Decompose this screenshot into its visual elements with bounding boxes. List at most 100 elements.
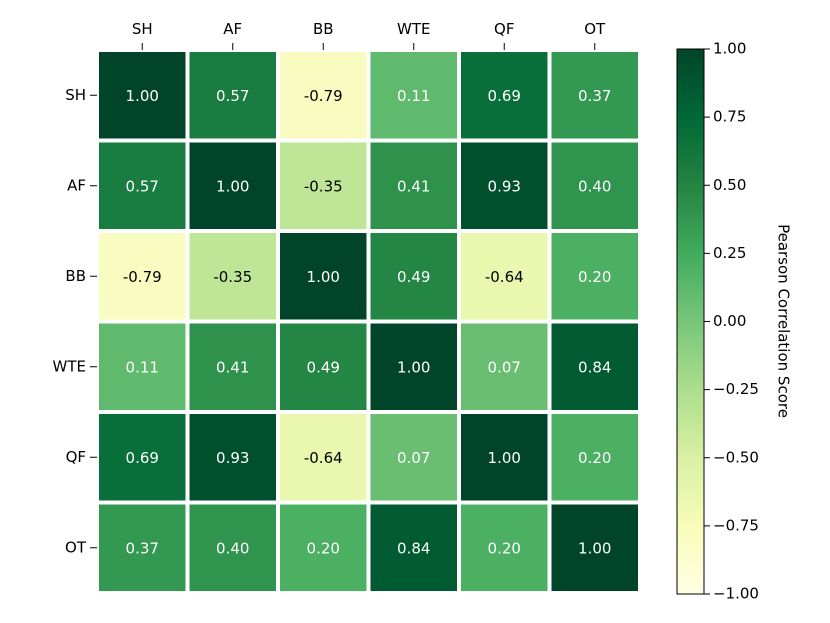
cell-value-label: 0.57 bbox=[216, 87, 249, 105]
colorbar-tick-label: −1.00 bbox=[713, 585, 759, 603]
cell-value-label: 0.07 bbox=[397, 449, 430, 467]
cell-value-label: 0.37 bbox=[578, 87, 611, 105]
heatmap-cell-ot-qf bbox=[461, 504, 548, 591]
y-tick-label: QF bbox=[66, 448, 86, 466]
heatmap-cell-bb-sh bbox=[99, 233, 186, 320]
heatmap-cell-af-wte bbox=[370, 142, 457, 229]
heatmap-cell-bb-bb bbox=[280, 233, 367, 320]
y-tick-label: AF bbox=[67, 176, 86, 194]
x-tick-label: OT bbox=[584, 20, 606, 38]
heatmap-cell-qf-wte bbox=[370, 414, 457, 501]
cell-value-label: 0.40 bbox=[578, 177, 611, 195]
cell-value-label: 1.00 bbox=[397, 358, 430, 376]
colorbar bbox=[676, 48, 705, 595]
heatmap-cell-ot-af bbox=[189, 504, 276, 591]
heatmap-cell-af-af bbox=[189, 142, 276, 229]
heatmap-cell-sh-af bbox=[189, 52, 276, 139]
heatmap-cell-ot-sh bbox=[99, 504, 186, 591]
heatmap-cell-bb-ot bbox=[551, 233, 638, 320]
heatmap-cell-sh-qf bbox=[461, 52, 548, 139]
cell-value-label: 0.20 bbox=[578, 268, 611, 286]
y-tick-label: WTE bbox=[53, 357, 86, 375]
heatmap-cell-af-ot bbox=[551, 142, 638, 229]
cell-value-label: 0.69 bbox=[488, 87, 521, 105]
cell-value-label: 0.20 bbox=[578, 449, 611, 467]
x-tick-label: QF bbox=[494, 20, 514, 38]
cell-value-label: 0.49 bbox=[307, 358, 340, 376]
cell-value-label: 0.93 bbox=[216, 449, 249, 467]
cell-value-label: 0.40 bbox=[216, 539, 249, 557]
cell-value-label: 0.37 bbox=[126, 539, 159, 557]
cell-value-label: 0.41 bbox=[216, 358, 249, 376]
heatmap-cell-sh-sh bbox=[99, 52, 186, 139]
heatmap-cell-af-qf bbox=[461, 142, 548, 229]
heatmap-cell-wte-bb bbox=[280, 323, 367, 410]
heatmap-cell-bb-af bbox=[189, 233, 276, 320]
cell-value-label: 0.57 bbox=[126, 177, 159, 195]
cell-value-label: 0.84 bbox=[397, 539, 430, 557]
x-tick-label: WTE bbox=[397, 20, 430, 38]
heatmap-cell-qf-af bbox=[189, 414, 276, 501]
colorbar-tick-label: 0.75 bbox=[713, 108, 746, 126]
cell-value-label: 0.07 bbox=[488, 358, 521, 376]
heatmap-cell-af-bb bbox=[280, 142, 367, 229]
y-tick-label: BB bbox=[65, 267, 86, 285]
heatmap-cell-wte-af bbox=[189, 323, 276, 410]
colorbar-tick-label: 0.25 bbox=[713, 244, 746, 262]
heatmap-cell-af-sh bbox=[99, 142, 186, 229]
heatmap-cell-wte-qf bbox=[461, 323, 548, 410]
cell-value-label: 0.69 bbox=[126, 449, 159, 467]
y-tick-label: OT bbox=[65, 538, 87, 556]
heatmap-cell-sh-bb bbox=[280, 52, 367, 139]
cell-value-label: 0.11 bbox=[126, 358, 159, 376]
heatmap-cell-bb-wte bbox=[370, 233, 457, 320]
cell-value-label: 1.00 bbox=[126, 87, 159, 105]
heatmap-cell-qf-ot bbox=[551, 414, 638, 501]
cell-value-label: -0.79 bbox=[304, 87, 343, 105]
y-axis-ticks: SH AF BB WTE QF OT bbox=[53, 86, 97, 556]
cell-value-label: 0.20 bbox=[488, 539, 521, 557]
heatmap-cell-bb-qf bbox=[461, 233, 548, 320]
heatmap-cell-ot-bb bbox=[280, 504, 367, 591]
colorbar-ticks: 1.00 0.75 0.50 0.25 0.00 −0.25 −0.50 −0.75 −1.00 bbox=[704, 40, 759, 603]
cell-value-label: -0.64 bbox=[304, 449, 343, 467]
heatmap-cell-ot-wte bbox=[370, 504, 457, 591]
heatmap-cells bbox=[99, 52, 638, 591]
x-tick-label: SH bbox=[132, 20, 153, 38]
cell-value-label: 0.11 bbox=[397, 87, 430, 105]
heatmap-cell-wte-ot bbox=[551, 323, 638, 410]
cell-value-label: 0.41 bbox=[397, 177, 430, 195]
cell-value-label: 0.84 bbox=[578, 358, 611, 376]
cell-value-label: 1.00 bbox=[216, 177, 249, 195]
colorbar-tick-label: 1.00 bbox=[713, 40, 746, 58]
heatmap-cell-sh-ot bbox=[551, 52, 638, 139]
cell-labels: 1.00 0.57 -0.79 0.11 0.69 0.37 0.57 1.00 -0.35 0.… bbox=[123, 87, 612, 558]
x-axis-ticks: SH AF BB WTE QF OT bbox=[132, 20, 606, 50]
y-tick-label: SH bbox=[65, 86, 86, 104]
heatmap-cell-wte-wte bbox=[370, 323, 457, 410]
colorbar-tick-label: −0.25 bbox=[713, 380, 759, 398]
cell-value-label: 1.00 bbox=[307, 268, 340, 286]
cell-value-label: 0.93 bbox=[488, 177, 521, 195]
colorbar-tick-label: 0.00 bbox=[713, 312, 746, 330]
cell-value-label: -0.35 bbox=[213, 268, 252, 286]
heatmap-cell-qf-qf bbox=[461, 414, 548, 501]
cell-value-label: 0.20 bbox=[307, 539, 340, 557]
cell-value-label: 1.00 bbox=[578, 539, 611, 557]
cell-value-label: 0.49 bbox=[397, 268, 430, 286]
colorbar-label: Pearson Correlation Score bbox=[775, 224, 793, 418]
colorbar-tick-label: 0.50 bbox=[713, 176, 746, 194]
colorbar-tick-label: −0.50 bbox=[713, 448, 759, 466]
cell-value-label: -0.35 bbox=[304, 177, 343, 195]
heatmap-cell-qf-sh bbox=[99, 414, 186, 501]
heatmap-cell-wte-sh bbox=[99, 323, 186, 410]
heatmap-cell-qf-bb bbox=[280, 414, 367, 501]
cell-value-label: -0.64 bbox=[485, 268, 524, 286]
cell-value-label: 1.00 bbox=[488, 449, 521, 467]
x-tick-label: BB bbox=[313, 20, 334, 38]
heatmap-cell-ot-ot bbox=[551, 504, 638, 591]
cell-value-label: -0.79 bbox=[123, 268, 162, 286]
colorbar-tick-label: −0.75 bbox=[713, 516, 759, 534]
x-tick-label: AF bbox=[223, 20, 242, 38]
